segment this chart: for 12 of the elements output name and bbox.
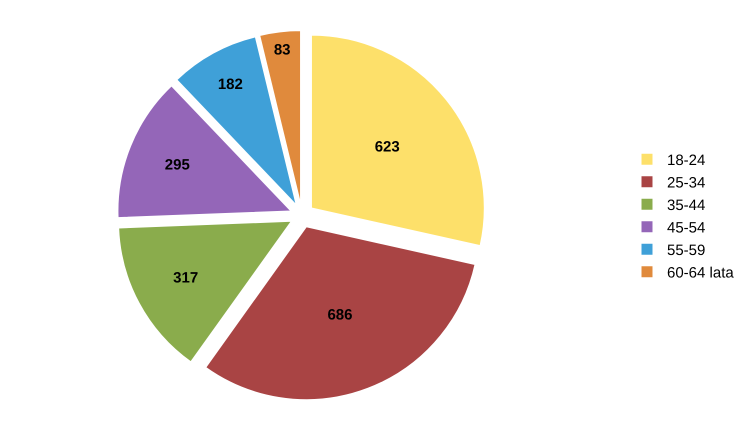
data-label: 182 <box>218 76 243 93</box>
data-label: 623 <box>374 138 400 156</box>
data-label: 295 <box>164 156 190 174</box>
legend-label: 45-54 <box>667 220 706 237</box>
data-label: 317 <box>173 270 198 287</box>
legend-label: 25-34 <box>667 174 706 192</box>
legend-label: 60-64 lata <box>667 264 734 282</box>
data-label: 686 <box>327 306 352 324</box>
legend-label: 18-24 <box>667 152 706 170</box>
legend-label: 55-59 <box>667 242 706 260</box>
data-label: 83 <box>274 42 291 59</box>
legend-label: 35-44 <box>667 197 706 214</box>
